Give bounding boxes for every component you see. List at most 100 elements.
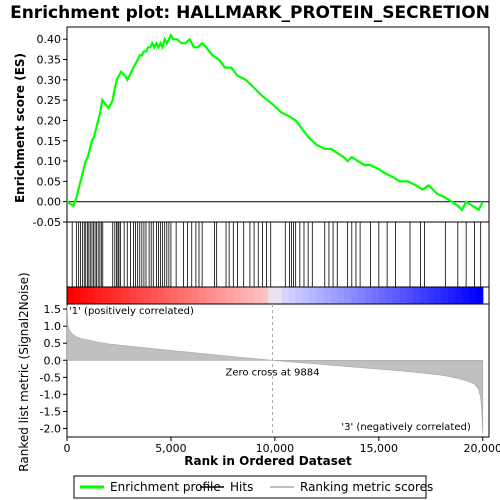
heat-cell (177, 287, 186, 304)
heat-cell (143, 287, 151, 304)
heat-cell (385, 287, 394, 304)
heat-cell (73, 287, 82, 304)
metric-y-tick-label: -1.5 (40, 405, 61, 418)
heat-cell (157, 287, 165, 304)
zero-cross-label: Zero cross at 9884 (225, 368, 319, 379)
metric-panel: Zero cross at 9884 '1' (positively correl… (40, 303, 500, 455)
legend-entry-label: Hits (230, 480, 253, 494)
es-y-tick-label: 0.30 (37, 74, 62, 87)
heat-cell (80, 287, 89, 304)
heat-cell (219, 287, 227, 304)
heat-cell (101, 287, 110, 304)
heat-cell (254, 287, 262, 304)
heat-cell (378, 287, 387, 304)
ranked-heatmap-bar (66, 286, 490, 305)
heat-cell (267, 287, 276, 304)
heat-cell (316, 287, 324, 304)
legend-entry-label: Ranking metric scores (300, 480, 433, 494)
heat-cell (434, 287, 442, 304)
heat-cell (170, 287, 179, 304)
heat-cell (399, 287, 408, 304)
heat-cell (427, 287, 435, 304)
metric-y-tick-label: 1.5 (44, 303, 62, 316)
x-tick-label: 5,000 (155, 442, 187, 455)
metric-y-axis-label: Ranked list metric (Signal2Noise) (17, 272, 31, 471)
heat-cell (150, 287, 158, 304)
heat-cell (406, 287, 415, 304)
heat-cell (233, 287, 241, 304)
heat-cell (455, 287, 463, 304)
es-panel: -0.05 0.00 0.05 0.10 0.15 0.20 0.25 0.30 0.35 0.4… (33, 26, 490, 229)
heat-cell (240, 287, 248, 304)
heat-cell (392, 287, 401, 304)
heat-cell (330, 287, 338, 304)
heat-cell (108, 287, 117, 304)
metric-y-tick-label: 0.5 (44, 337, 62, 350)
x-tick-label: 15,000 (360, 442, 399, 455)
heat-cell (205, 287, 214, 304)
metric-y-tick-label: 1.0 (44, 320, 62, 333)
es-y-axis-label: Enrichment score (ES) (13, 53, 27, 203)
es-y-tick-label: 0.05 (37, 175, 62, 188)
heat-cell (413, 287, 421, 304)
es-y-tick-label: -0.05 (33, 216, 61, 229)
es-y-tick-label: 0.35 (37, 54, 62, 67)
metric-y-tick-label: -1.0 (40, 388, 61, 401)
heat-cell (475, 287, 484, 304)
heat-cell (274, 287, 283, 304)
negative-correlation-label: '3' (negatively correlated) (341, 422, 470, 433)
legend-box (73, 475, 427, 499)
heat-cell (302, 287, 311, 304)
heat-cell (358, 287, 366, 304)
heat-cell (136, 287, 144, 304)
heat-cell (420, 287, 428, 304)
heat-cell (191, 287, 200, 304)
es-plot-frame (66, 26, 490, 223)
chart-title: Enrichment plot: HALLMARK_PROTEIN_SECRET… (10, 3, 490, 23)
heat-cell (212, 287, 221, 304)
heat-cell (288, 287, 297, 304)
legend-entry-label: Enrichment profile (110, 480, 221, 494)
es-y-tick-label: 0.00 (37, 196, 62, 209)
es-y-tick-label: 0.40 (37, 33, 62, 46)
heat-cell (337, 287, 345, 304)
heat-cell (129, 287, 137, 304)
positive-correlation-label: '1' (positively correlated) (69, 306, 194, 317)
heat-cell (226, 287, 234, 304)
x-tick-label: 20,000 (464, 442, 500, 455)
es-y-tick-label: 0.20 (37, 114, 62, 127)
legend: Enrichment profile Hits Ranking metric sco… (73, 475, 433, 499)
heat-cell (309, 287, 318, 304)
x-tick-label: 0 (64, 442, 71, 455)
heat-cell (247, 287, 255, 304)
heat-cell (323, 287, 331, 304)
heat-cell (364, 287, 373, 304)
heat-cell (371, 287, 380, 304)
heat-cell (351, 287, 359, 304)
heat-cell (184, 287, 193, 304)
heat-cell (94, 287, 103, 304)
heat-cell (344, 287, 352, 304)
x-axis-label: Rank in Ordered Dataset (184, 454, 352, 468)
es-y-tick-label: 0.15 (37, 135, 62, 148)
heat-cell (261, 287, 269, 304)
heat-cell (87, 287, 96, 304)
heat-cell (281, 287, 290, 304)
enrichment-profile-line (66, 32, 484, 212)
es-y-tick-label: 0.10 (37, 155, 62, 168)
metric-y-tick-label: -0.5 (40, 371, 61, 384)
heat-cell (448, 287, 456, 304)
heat-cell (164, 287, 172, 304)
heat-cell (122, 287, 130, 304)
es-y-tick-label: 0.25 (37, 94, 62, 107)
heat-cell (295, 287, 304, 304)
heat-cell (115, 287, 124, 304)
heat-cell (67, 287, 75, 304)
x-tick-label: 10,000 (256, 442, 295, 455)
heat-cell (461, 287, 470, 304)
heat-cell (441, 287, 449, 304)
hits-panel (66, 221, 490, 288)
heat-cell (468, 287, 477, 304)
metric-y-tick-label: -2.0 (40, 422, 61, 435)
